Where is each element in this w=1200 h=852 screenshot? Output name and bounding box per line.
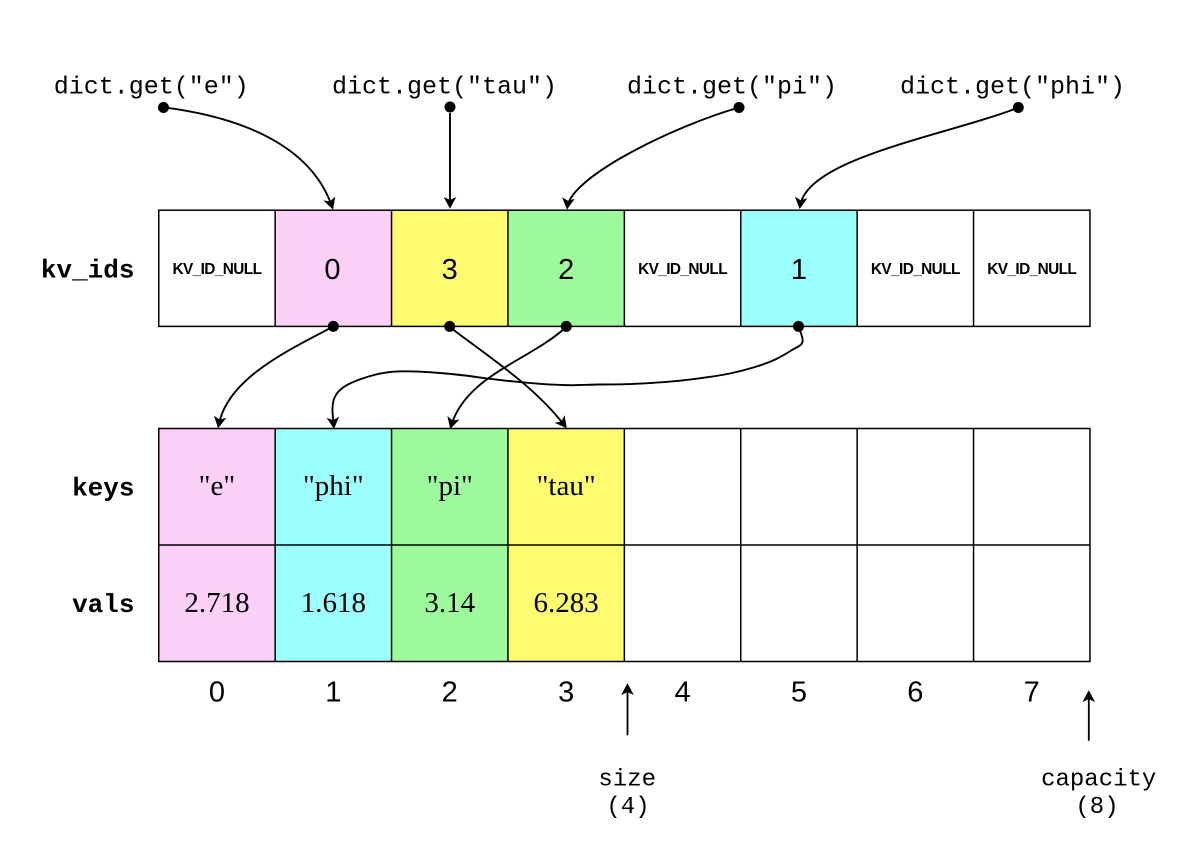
svg-text:1.618: 1.618 bbox=[301, 587, 366, 619]
svg-text:0: 0 bbox=[324, 254, 340, 286]
svg-text:"pi": "pi" bbox=[427, 470, 473, 502]
svg-text:(4): (4) bbox=[606, 794, 649, 821]
svg-text:dict.get("tau"): dict.get("tau") bbox=[332, 73, 557, 102]
svg-text:capacity: capacity bbox=[1041, 766, 1156, 793]
svg-text:KV_ID_NULL: KV_ID_NULL bbox=[987, 261, 1076, 278]
svg-text:5: 5 bbox=[791, 677, 807, 709]
svg-text:dict.get("phi"): dict.get("phi") bbox=[900, 73, 1125, 102]
svg-text:KV_ID_NULL: KV_ID_NULL bbox=[871, 261, 960, 278]
svg-text:4: 4 bbox=[674, 677, 690, 709]
svg-text:kv_ids: kv_ids bbox=[41, 256, 135, 286]
svg-text:"e": "e" bbox=[199, 470, 236, 502]
svg-text:3: 3 bbox=[442, 254, 458, 286]
svg-text:0: 0 bbox=[209, 677, 225, 709]
svg-text:vals: vals bbox=[72, 590, 134, 620]
svg-text:3.14: 3.14 bbox=[424, 587, 475, 619]
svg-text:KV_ID_NULL: KV_ID_NULL bbox=[638, 261, 727, 278]
svg-text:2: 2 bbox=[558, 254, 574, 286]
svg-text:7: 7 bbox=[1024, 677, 1040, 709]
svg-text:dict.get("pi"): dict.get("pi") bbox=[627, 73, 837, 102]
svg-text:6: 6 bbox=[907, 677, 923, 709]
svg-text:6.283: 6.283 bbox=[534, 587, 599, 619]
svg-text:"phi": "phi" bbox=[303, 470, 364, 502]
svg-text:keys: keys bbox=[72, 474, 134, 504]
svg-text:size: size bbox=[598, 766, 656, 793]
svg-text:dict.get("e"): dict.get("e") bbox=[54, 73, 249, 102]
svg-text:1: 1 bbox=[791, 254, 807, 286]
svg-text:1: 1 bbox=[325, 677, 341, 709]
svg-text:(8): (8) bbox=[1075, 794, 1118, 821]
svg-text:"tau": "tau" bbox=[537, 470, 596, 502]
svg-text:3: 3 bbox=[558, 677, 574, 709]
svg-text:2.718: 2.718 bbox=[184, 587, 249, 619]
svg-text:2: 2 bbox=[442, 677, 458, 709]
svg-text:KV_ID_NULL: KV_ID_NULL bbox=[172, 261, 261, 278]
